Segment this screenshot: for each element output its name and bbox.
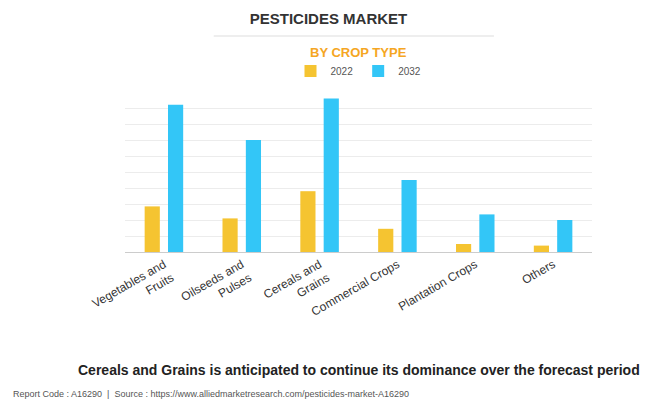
svg-text:BY CROP TYPE: BY CROP TYPE	[310, 45, 407, 60]
svg-text:Oilseeds andPulses: Oilseeds andPulses	[179, 257, 254, 318]
svg-text:Commercial Crops: Commercial Crops	[309, 257, 402, 319]
svg-text:Cereals and Grains is anticipa: Cereals and Grains is anticipated to con…	[78, 362, 640, 378]
svg-text:2022: 2022	[331, 66, 354, 77]
svg-text:Report Code : A16290 | Sourc: Report Code : A16290 | Source : https://…	[13, 389, 409, 399]
svg-text:Others: Others	[519, 257, 557, 287]
svg-text:Plantation Crops: Plantation Crops	[396, 257, 480, 313]
svg-text:PESTICIDES MARKET: PESTICIDES MARKET	[250, 10, 408, 27]
svg-text:Cereals andGrains: Cereals andGrains	[261, 257, 332, 315]
svg-text:2032: 2032	[398, 66, 421, 77]
svg-text:Vegetables andFruits: Vegetables andFruits	[90, 257, 176, 324]
